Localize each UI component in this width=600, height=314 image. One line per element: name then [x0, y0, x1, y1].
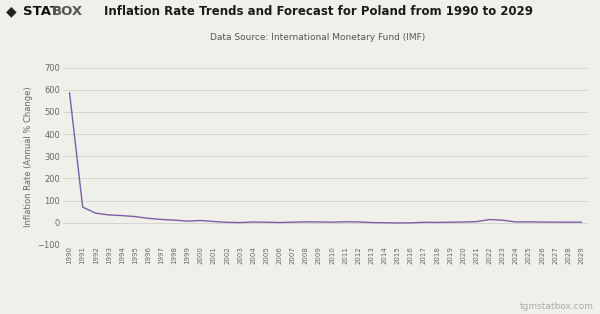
Text: Inflation Rate Trends and Forecast for Poland from 1990 to 2029: Inflation Rate Trends and Forecast for P… — [104, 5, 533, 18]
Text: STAT: STAT — [23, 5, 59, 18]
Text: tgmstatbox.com: tgmstatbox.com — [520, 302, 594, 311]
Y-axis label: Inflation Rate (Annual % Change): Inflation Rate (Annual % Change) — [25, 86, 34, 226]
Text: BOX: BOX — [52, 5, 83, 18]
Text: Data Source: International Monetary Fund (IMF): Data Source: International Monetary Fund… — [211, 33, 425, 42]
Text: ◆: ◆ — [6, 5, 17, 19]
